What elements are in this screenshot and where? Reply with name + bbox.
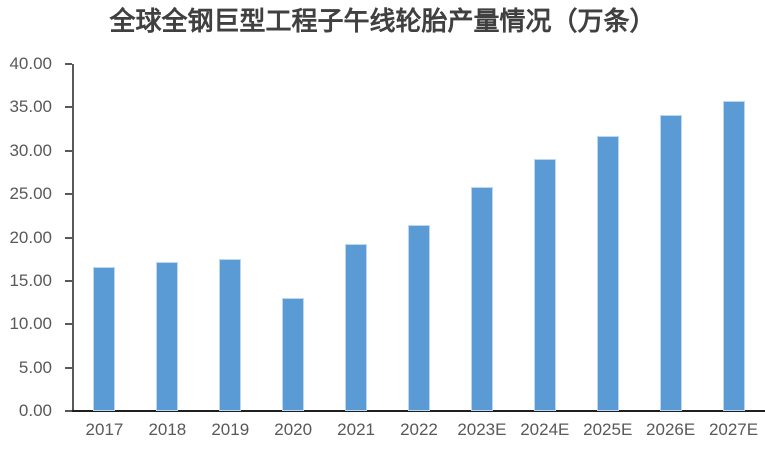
x-tick-label-2024E: 2024E bbox=[520, 420, 570, 439]
x-tick-label-2018: 2018 bbox=[148, 420, 187, 439]
y-tick-mark bbox=[65, 236, 72, 239]
y-tick-mark bbox=[65, 63, 72, 65]
x-tick-label-2026E: 2026E bbox=[646, 420, 696, 439]
bar-2025E bbox=[596, 136, 619, 411]
y-tick-label: 25.00 bbox=[9, 184, 52, 204]
x-tick-label-2025E: 2025E bbox=[583, 420, 633, 439]
y-tick-label: 20.00 bbox=[9, 227, 52, 247]
y-tick-label: 35.00 bbox=[9, 97, 52, 117]
y-tick-label: 30.00 bbox=[9, 140, 52, 160]
bar-2019 bbox=[219, 259, 242, 411]
bar-2021 bbox=[345, 244, 368, 411]
y-tick-mark bbox=[65, 366, 72, 369]
y-tick-label: 10.00 bbox=[9, 314, 52, 334]
bar-2023E bbox=[470, 187, 493, 411]
x-tick-label-2017: 2017 bbox=[85, 420, 124, 439]
y-tick-mark bbox=[65, 410, 72, 412]
x-tick-label-2019: 2019 bbox=[211, 420, 250, 439]
y-axis-line bbox=[72, 64, 74, 411]
x-tick-label-2022: 2022 bbox=[400, 420, 438, 439]
bar-2018 bbox=[156, 261, 179, 411]
bar-2022 bbox=[408, 225, 430, 411]
y-tick-mark bbox=[65, 106, 72, 109]
bar-2026E bbox=[659, 115, 682, 411]
bar-2020 bbox=[282, 298, 305, 411]
x-tick-label-2023E: 2023E bbox=[457, 420, 507, 439]
y-tick-mark bbox=[65, 193, 72, 196]
y-tick-mark bbox=[65, 323, 72, 326]
x-axis-line bbox=[72, 410, 765, 412]
y-tick-label: 0.00 bbox=[18, 401, 52, 420]
y-tick-mark bbox=[65, 149, 72, 152]
bar-2024E bbox=[533, 159, 556, 411]
bar-2027E bbox=[722, 101, 745, 411]
bar-2017 bbox=[93, 266, 116, 411]
y-tick-label: 5.00 bbox=[18, 357, 52, 377]
y-tick-label: 15.00 bbox=[9, 270, 52, 290]
y-tick-label: 40.00 bbox=[9, 54, 52, 73]
x-tick-label-2027E: 2027E bbox=[708, 420, 759, 439]
x-tick-label-2021: 2021 bbox=[337, 420, 375, 439]
chart-title: 全球全钢巨型工程子午线轮胎产量情况（万条） bbox=[109, 7, 656, 37]
y-tick-mark bbox=[65, 279, 72, 282]
x-tick-label-2020: 2020 bbox=[274, 420, 313, 439]
